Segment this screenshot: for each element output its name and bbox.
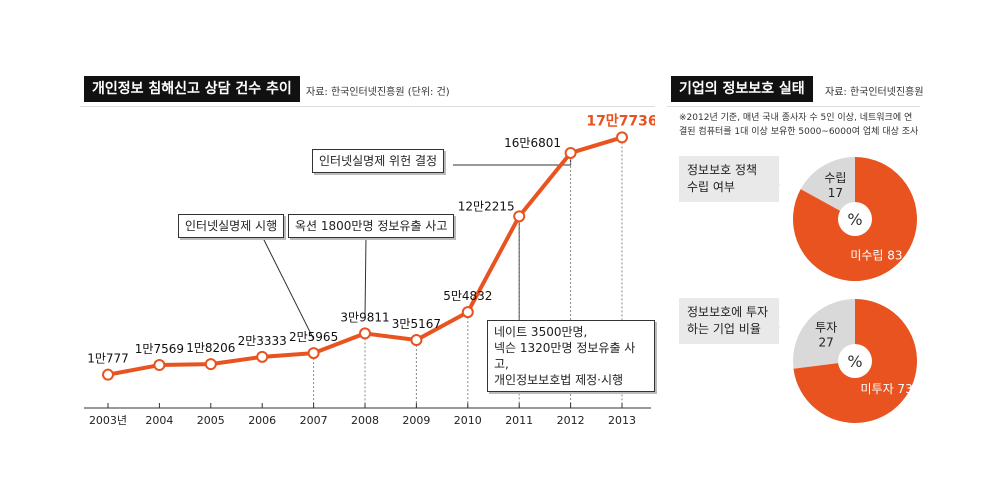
- data-label: 2만5965: [289, 330, 338, 344]
- data-point: [102, 368, 114, 381]
- data-point: [461, 306, 474, 319]
- left-header: 개인정보 침해신고 상담 건수 추이 자료: 한국인터넷진흥원 (단위: 건): [80, 72, 655, 107]
- x-tick-label: 2012: [557, 414, 585, 427]
- right-header: 기업의 정보보호 실태 자료: 한국인터넷진흥원: [667, 72, 924, 107]
- data-label: 1만8206: [186, 341, 235, 355]
- data-point: [204, 358, 217, 371]
- data-point: [359, 327, 371, 340]
- slice-value: 17: [828, 186, 843, 200]
- x-tick-label: 2006: [248, 414, 276, 427]
- slice-label: 미투자 73: [861, 382, 913, 396]
- x-tick-label: 2007: [300, 414, 328, 427]
- data-point: [307, 347, 320, 360]
- line-chart-panel: 개인정보 침해신고 상담 건수 추이 자료: 한국인터넷진흥원 (단위: 건) …: [80, 72, 655, 430]
- data-point: [564, 146, 577, 159]
- x-tick-label: 2011: [505, 414, 533, 427]
- data-point: [256, 350, 269, 363]
- data-label: 17만7736: [586, 113, 655, 129]
- callout-real-name-unconstitutional: 인터넷실명제 위헌 결정: [312, 149, 445, 173]
- data-label: 2만3333: [238, 334, 287, 348]
- x-tick-label: 2013: [608, 414, 636, 427]
- data-label: 1만7569: [135, 342, 184, 356]
- pie-slice: [793, 299, 855, 369]
- x-tick-label: 2003년: [89, 414, 127, 427]
- pie-2-label: 정보보호에 투자 하는 기업 비율: [679, 298, 779, 344]
- data-label: 5만4832: [443, 289, 492, 303]
- data-label: 12만2215: [458, 199, 515, 213]
- data-label: 3만9811: [340, 310, 389, 324]
- survey-note: ※2012년 기준, 매년 국내 종사자 수 5인 이상, 네트워크에 연결된 …: [679, 113, 919, 137]
- data-point: [513, 210, 526, 223]
- pie-center-label: %: [847, 352, 862, 371]
- pie-center-label: %: [847, 210, 862, 229]
- x-tick-label: 2005: [197, 414, 225, 427]
- x-tick-label: 2010: [454, 414, 482, 427]
- data-point: [616, 131, 628, 144]
- x-tick-label: 2009: [402, 414, 430, 427]
- x-tick-label: 2008: [351, 414, 379, 427]
- pie-chart-panel: 기업의 정보보호 실태 자료: 한국인터넷진흥원 ※2012년 기준, 매년 국…: [667, 72, 924, 430]
- x-tick-label: 2004: [145, 414, 173, 427]
- callout-leader-line: [453, 152, 572, 166]
- callout-leader-line: [260, 233, 315, 340]
- data-label: 1만777: [87, 352, 129, 366]
- slice-label: 수립: [824, 171, 846, 185]
- callout-leader-line: [364, 235, 367, 318]
- pie-center-hole: [838, 344, 872, 378]
- pie-center-hole: [838, 202, 872, 236]
- line-chart: 2003년 2004 2005 2006 2007 2008 2009 2010 2011 201…: [84, 113, 655, 427]
- pie-1-label: 정보보호 정책 수립 여부: [679, 156, 779, 202]
- slice-value: 27: [819, 336, 834, 350]
- pie-slice: [800, 157, 855, 219]
- data-point: [410, 334, 423, 347]
- callout-auction-leak: 옥션 1800만명 정보유출 사고: [288, 214, 455, 238]
- data-point: [153, 359, 166, 372]
- data-label: 3만5167: [392, 317, 441, 331]
- callout-nate-nexon-leak: 네이트 3500만명, 넥슨 1320만명 정보유출 사고, 개인정보보호법 제…: [487, 320, 655, 392]
- data-label: 16만6801: [504, 136, 561, 150]
- callout-real-name-enforced: 인터넷실명제 시행: [178, 214, 285, 238]
- line-chart-title: 개인정보 침해신고 상담 건수 추이: [84, 76, 300, 102]
- slice-label: 투자: [815, 321, 837, 335]
- line-chart-source: 자료: 한국인터넷진흥원 (단위: 건): [306, 87, 450, 98]
- slice-label: 미수립 83: [850, 248, 902, 262]
- pie-panel-title: 기업의 정보보호 실태: [671, 76, 813, 102]
- pie-panel-source: 자료: 한국인터넷진흥원: [825, 87, 924, 98]
